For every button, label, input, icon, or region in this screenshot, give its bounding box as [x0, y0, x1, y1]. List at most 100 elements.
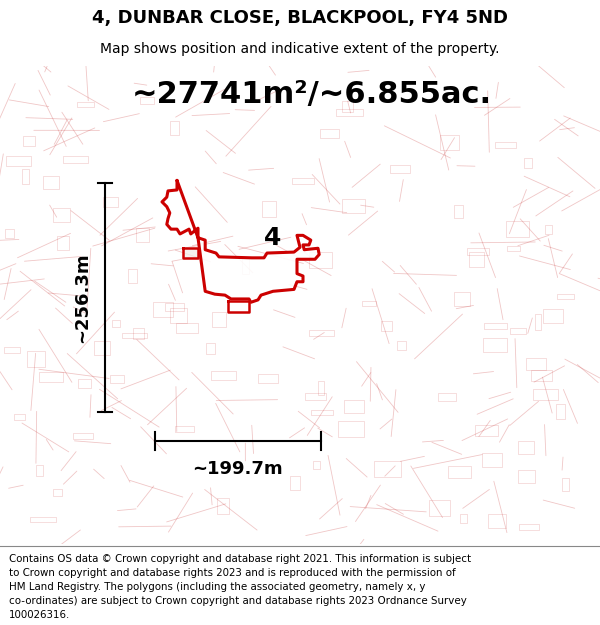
Bar	[440, 135, 458, 150]
Bar	[507, 246, 520, 251]
Bar	[136, 228, 149, 242]
Bar	[475, 425, 498, 436]
Text: ~27741m²/~6.855ac.: ~27741m²/~6.855ac.	[132, 80, 492, 109]
Bar	[374, 461, 401, 477]
Bar	[382, 321, 392, 331]
Text: 4, DUNBAR CLOSE, BLACKPOOL, FY4 5ND: 4, DUNBAR CLOSE, BLACKPOOL, FY4 5ND	[92, 9, 508, 28]
Bar	[454, 292, 470, 306]
Bar	[4, 348, 20, 353]
Bar	[40, 372, 62, 381]
Polygon shape	[228, 301, 249, 312]
Bar	[212, 312, 226, 327]
Bar	[176, 323, 197, 334]
Bar	[242, 258, 249, 274]
Bar	[5, 229, 14, 238]
Bar	[311, 410, 333, 415]
Bar	[56, 236, 69, 250]
Bar	[22, 169, 29, 184]
Bar	[258, 374, 278, 383]
Text: HM Land Registry. The polygons (including the associated geometry, namely x, y: HM Land Registry. The polygons (includin…	[9, 582, 425, 592]
Bar	[506, 221, 529, 238]
Bar	[175, 426, 194, 432]
Bar	[337, 109, 364, 116]
Bar	[342, 199, 365, 213]
Text: Contains OS data © Crown copyright and database right 2021. This information is : Contains OS data © Crown copyright and d…	[9, 554, 471, 564]
Text: ~199.7m: ~199.7m	[193, 459, 283, 478]
Bar	[469, 253, 484, 267]
Bar	[533, 389, 558, 400]
Bar	[217, 498, 229, 514]
Bar	[170, 121, 179, 135]
Bar	[290, 476, 300, 490]
Bar	[391, 165, 410, 172]
Bar	[518, 469, 535, 483]
Bar	[292, 177, 314, 184]
Bar	[305, 393, 326, 400]
Text: Map shows position and indicative extent of the property.: Map shows position and indicative extent…	[100, 42, 500, 56]
Bar	[535, 314, 541, 331]
Bar	[362, 301, 376, 306]
Bar	[140, 97, 154, 104]
Bar	[460, 514, 467, 523]
Text: to Crown copyright and database rights 2023 and is reproduced with the permissio: to Crown copyright and database rights 2…	[9, 568, 455, 578]
Bar	[170, 308, 187, 323]
Bar	[543, 309, 563, 323]
Bar	[562, 478, 569, 491]
Bar	[556, 404, 565, 419]
Bar	[496, 142, 517, 148]
Bar	[320, 129, 339, 138]
Bar	[483, 338, 508, 352]
Text: co-ordinates) are subject to Crown copyright and database rights 2023 Ordnance S: co-ordinates) are subject to Crown copyr…	[9, 596, 467, 606]
Text: 100026316.: 100026316.	[9, 611, 70, 621]
Bar	[206, 343, 215, 354]
Bar	[310, 331, 334, 336]
Bar	[343, 101, 353, 112]
Bar	[524, 158, 532, 168]
Bar	[23, 136, 35, 146]
Bar	[128, 269, 137, 282]
Bar	[262, 201, 277, 217]
Bar	[122, 333, 147, 338]
Bar	[211, 371, 236, 379]
Bar	[557, 294, 574, 299]
Bar	[397, 341, 406, 350]
Bar	[165, 302, 184, 311]
Bar	[338, 421, 364, 437]
Bar	[454, 205, 463, 218]
Bar	[94, 341, 110, 355]
Bar	[448, 466, 471, 478]
Bar	[36, 465, 43, 476]
Text: ~256.3m: ~256.3m	[73, 253, 91, 343]
Bar	[488, 514, 506, 529]
Polygon shape	[162, 181, 319, 302]
Bar	[482, 453, 502, 468]
Bar	[344, 400, 364, 413]
Bar	[308, 252, 332, 268]
Bar	[78, 379, 91, 388]
Bar	[518, 441, 533, 454]
Bar	[530, 370, 552, 381]
Bar	[43, 176, 59, 189]
Bar	[313, 461, 320, 469]
Text: 4: 4	[265, 226, 281, 250]
Bar	[526, 358, 545, 370]
Bar	[511, 328, 526, 334]
Bar	[545, 225, 552, 234]
Bar	[53, 208, 70, 221]
Bar	[438, 393, 456, 401]
Bar	[484, 323, 507, 329]
Bar	[27, 351, 44, 367]
Bar	[110, 376, 124, 382]
Bar	[77, 102, 94, 107]
Bar	[112, 320, 120, 328]
Bar	[428, 499, 450, 516]
Bar	[467, 248, 488, 254]
Bar	[53, 489, 62, 496]
Bar	[6, 156, 31, 166]
Bar	[519, 524, 539, 530]
Bar	[62, 156, 88, 162]
Bar	[30, 516, 56, 522]
Bar	[103, 198, 118, 207]
Bar	[73, 432, 93, 439]
Bar	[153, 302, 173, 317]
